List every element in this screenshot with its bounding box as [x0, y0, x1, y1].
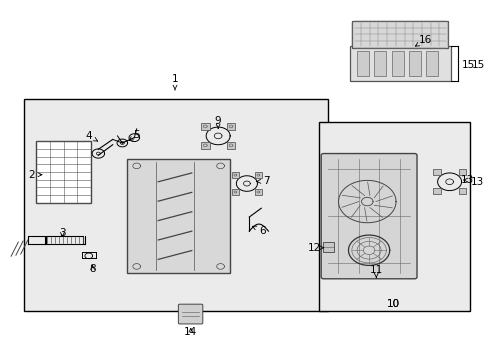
- Bar: [127, 159, 230, 274]
- Text: 10: 10: [386, 299, 399, 309]
- Bar: [231, 172, 239, 178]
- Bar: [432, 170, 440, 175]
- Bar: [351, 21, 447, 48]
- Text: 2: 2: [28, 170, 42, 180]
- Bar: [318, 122, 469, 311]
- Bar: [254, 189, 262, 195]
- Text: 3: 3: [59, 228, 65, 238]
- Text: 14: 14: [184, 327, 197, 337]
- Text: 4: 4: [85, 131, 98, 141]
- Bar: [458, 170, 466, 175]
- Text: 5: 5: [129, 130, 140, 141]
- Text: 11: 11: [369, 265, 382, 278]
- Text: 9: 9: [214, 116, 221, 129]
- Text: 1: 1: [171, 75, 178, 90]
- Bar: [425, 51, 437, 76]
- Bar: [226, 123, 235, 130]
- Bar: [356, 51, 368, 76]
- Bar: [201, 123, 209, 130]
- Text: 15: 15: [461, 60, 474, 70]
- Bar: [323, 242, 333, 252]
- Text: 6: 6: [252, 226, 265, 236]
- Text: 13: 13: [470, 177, 483, 187]
- Bar: [231, 189, 239, 195]
- Text: 7: 7: [256, 176, 269, 186]
- Text: 10: 10: [386, 299, 399, 309]
- Bar: [391, 51, 403, 76]
- Bar: [226, 142, 235, 149]
- Bar: [432, 188, 440, 194]
- Text: 16: 16: [415, 35, 431, 46]
- FancyBboxPatch shape: [321, 154, 416, 279]
- Bar: [36, 141, 91, 203]
- Bar: [254, 172, 262, 178]
- Bar: [408, 51, 420, 76]
- Text: 13: 13: [460, 175, 473, 185]
- Bar: [201, 142, 209, 149]
- Bar: [349, 46, 449, 81]
- Bar: [458, 188, 466, 194]
- FancyBboxPatch shape: [178, 304, 203, 324]
- Bar: [24, 99, 328, 311]
- Text: 12: 12: [307, 243, 323, 253]
- Text: 15: 15: [471, 60, 485, 70]
- Bar: [374, 51, 386, 76]
- Text: 8: 8: [89, 264, 96, 274]
